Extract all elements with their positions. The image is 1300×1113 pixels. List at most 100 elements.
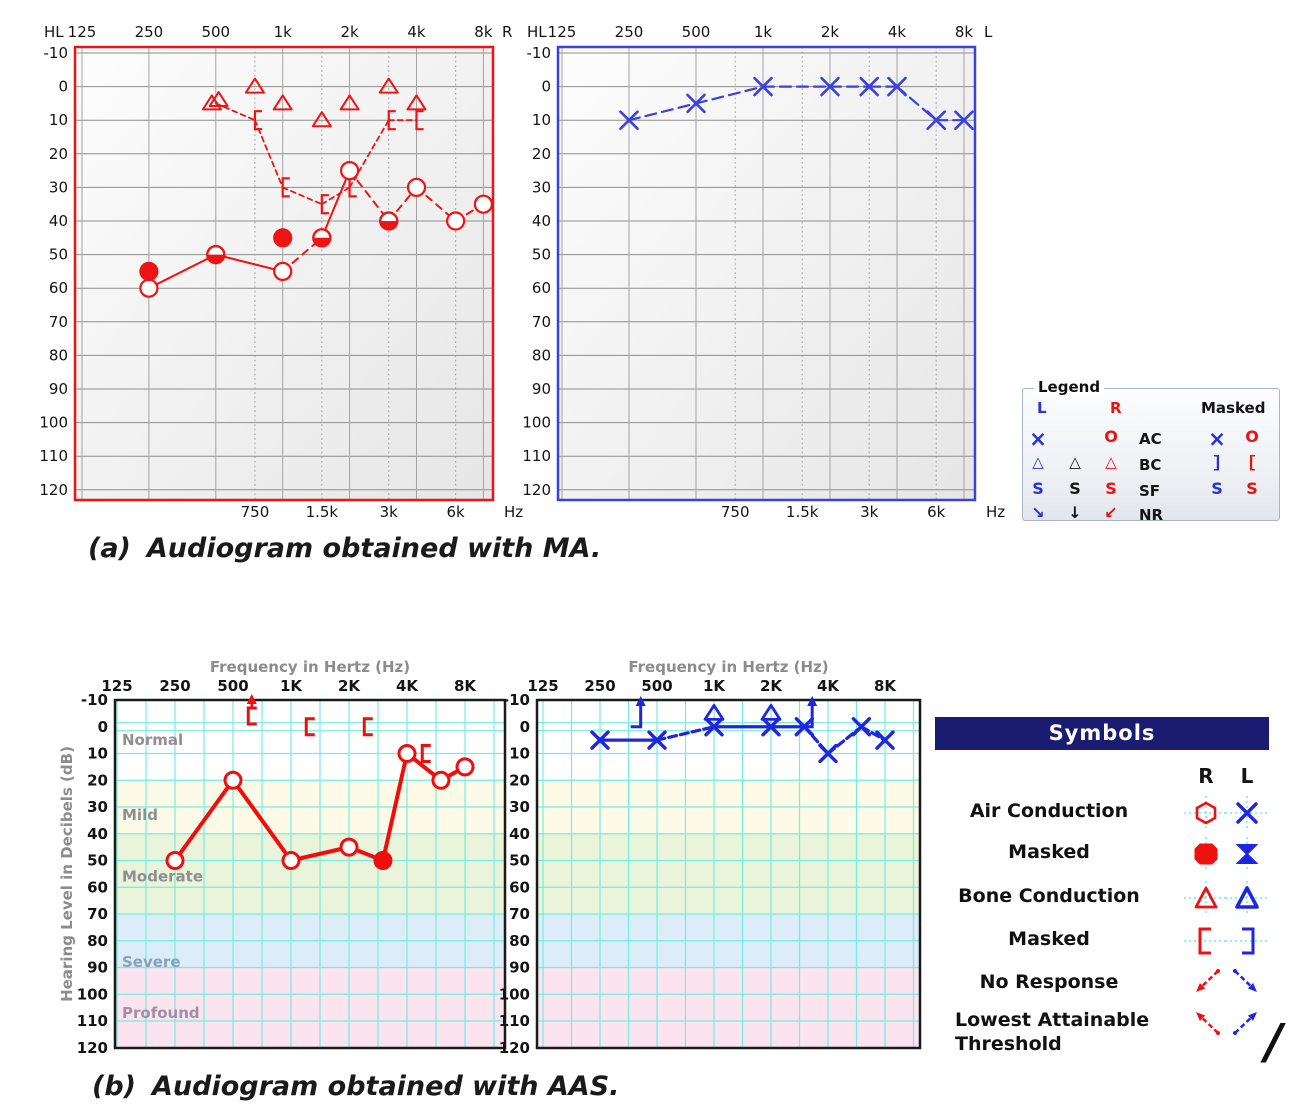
svg-text:30: 30 [532, 178, 551, 196]
legend-grid: L R Masked × O AC × O △ △ △ BC] [S S S SF S S ↘ ↓ ↙ NR [1023, 389, 1279, 524]
svg-text:500: 500 [201, 23, 230, 41]
bracket-close-blue-icon [1225, 924, 1269, 962]
svg-text:750: 750 [721, 503, 750, 521]
bracket-open-red-icon [1184, 924, 1228, 962]
legend-col-left: L [1037, 399, 1047, 417]
svg-text:100: 100 [500, 985, 530, 1003]
svg-text:90: 90 [87, 959, 108, 977]
svg-text:1K: 1K [280, 677, 303, 695]
svg-text:Moderate: Moderate [122, 868, 203, 886]
svg-text:4K: 4K [396, 677, 419, 695]
plot-border [556, 45, 977, 502]
legend-row-label: AC [1139, 430, 1162, 448]
audiogram-aas-right-ear: Normal Mild Moderate Severe Profound Frequenc… [58, 658, 507, 1057]
bone-conduction-symbols [630, 696, 818, 729]
svg-text:4K: 4K [817, 677, 840, 695]
svg-text:110: 110 [522, 447, 551, 465]
legend-symbol: S [1032, 479, 1044, 498]
caption-b: (b) Audiogram obtained with AAS. [92, 1071, 619, 1102]
axis-labels: HL 125 250 500 1k 2k 4k 8k R -10 0 10 20 30 40 50 60 70 80… [39, 23, 523, 521]
bone-conduction-series [201, 77, 427, 215]
svg-text:10: 10 [49, 111, 68, 129]
plot-border [113, 698, 507, 1050]
svg-text:-10: -10 [81, 691, 108, 709]
svg-text:8K: 8K [874, 677, 897, 695]
svg-text:Hz: Hz [504, 503, 523, 521]
svg-text:40: 40 [49, 212, 68, 230]
svg-text:120: 120 [522, 481, 551, 499]
legend-symbol: O [1104, 427, 1118, 446]
legend-masked-symbol: O [1245, 427, 1259, 446]
legend-symbol: ↙ [1104, 503, 1118, 522]
svg-text:10: 10 [532, 111, 551, 129]
legend-symbol: ↓ [1068, 503, 1082, 522]
svg-text:Frequency in Hertz (Hz): Frequency in Hertz (Hz) [210, 658, 410, 676]
svg-text:-10: -10 [527, 44, 552, 62]
svg-text:2k: 2k [340, 23, 359, 41]
svg-text:50: 50 [509, 852, 530, 870]
svg-text:250: 250 [135, 23, 164, 41]
svg-text:50: 50 [87, 852, 108, 870]
triangle-open-blue-icon [1225, 881, 1269, 919]
svg-text:40: 40 [87, 825, 108, 843]
legend-row-label: NR [1139, 506, 1164, 524]
symbols-panel: Symbols R L Air Conduction Masked Bone Con… [933, 714, 1293, 1099]
svg-text:0: 0 [98, 718, 108, 736]
axis-labels: Frequency in Hertz (Hz)125 250 500 1K 2K 4K 8K… [500, 658, 897, 1057]
masked-bone-conduction-symbols [246, 694, 431, 763]
svg-text:Hz: Hz [986, 503, 1005, 521]
svg-text:8k: 8k [955, 23, 974, 41]
svg-text:125: 125 [548, 23, 577, 41]
audiogram-ma-left-ear: HL 125 250 500 1k 2k 4k 8k L -10 0 10 20 30 40 50 60 70 80… [522, 23, 1005, 521]
svg-text:70: 70 [87, 905, 108, 923]
caption-a-text: Audiogram obtained with MA. [146, 533, 602, 564]
svg-text:80: 80 [532, 346, 551, 364]
x-blue-icon [1225, 796, 1269, 834]
caption-a-index: (a) [88, 533, 131, 564]
svg-text:125: 125 [527, 677, 558, 695]
svg-text:1K: 1K [703, 677, 726, 695]
legend-symbol: S [1069, 479, 1081, 498]
svg-text:-10: -10 [44, 44, 69, 62]
svg-text:Frequency in Hertz (Hz): Frequency in Hertz (Hz) [628, 658, 828, 676]
symbols-col-left: L [1240, 764, 1254, 788]
legend-symbol: △ [1105, 453, 1117, 471]
audiogram-ma-right-ear: HL 125 250 500 1k 2k 4k 8k R -10 0 10 20 30 40 50 60 70 80… [39, 23, 523, 521]
svg-text:0: 0 [520, 718, 530, 736]
svg-text:110: 110 [77, 1012, 108, 1030]
legend-symbol: △ [1069, 453, 1081, 471]
svg-text:500: 500 [682, 23, 711, 41]
legend-symbol: × [1029, 427, 1047, 451]
svg-text:90: 90 [532, 380, 551, 398]
svg-text:30: 30 [49, 178, 68, 196]
ac-open-red-icon [1184, 796, 1228, 834]
svg-text:L: L [984, 23, 993, 41]
svg-text:2k: 2k [821, 23, 840, 41]
severity-band-labels: Normal Mild Moderate Severe Profound [122, 731, 203, 1022]
svg-text:100: 100 [522, 414, 551, 432]
legend-row-label: BC [1139, 456, 1162, 474]
bowtie-filled-blue-icon [1225, 837, 1269, 875]
svg-text:60: 60 [87, 878, 108, 896]
caption-a: (a) Audiogram obtained with MA. [88, 533, 601, 564]
svg-text:20: 20 [532, 145, 551, 163]
svg-text:6k: 6k [447, 503, 466, 521]
svg-text:20: 20 [87, 771, 108, 789]
symbols-row-label: Bone Conduction [958, 885, 1140, 907]
svg-text:40: 40 [532, 212, 551, 230]
svg-text:125: 125 [68, 23, 97, 41]
svg-text:125: 125 [101, 677, 132, 695]
svg-text:20: 20 [49, 145, 68, 163]
svg-text:Normal: Normal [122, 731, 183, 749]
severity-bands [115, 700, 505, 1048]
triangle-open-red-icon [1184, 881, 1228, 919]
caption-b-text: Audiogram obtained with AAS. [152, 1071, 620, 1102]
svg-text:0: 0 [58, 78, 68, 96]
svg-text:250: 250 [615, 23, 644, 41]
severity-bands [537, 700, 920, 1048]
svg-text:250: 250 [159, 677, 190, 695]
svg-text:100: 100 [77, 985, 108, 1003]
svg-text:1k: 1k [274, 23, 293, 41]
svg-text:Hearing Level in Decibels (dB): Hearing Level in Decibels (dB) [58, 746, 76, 1002]
